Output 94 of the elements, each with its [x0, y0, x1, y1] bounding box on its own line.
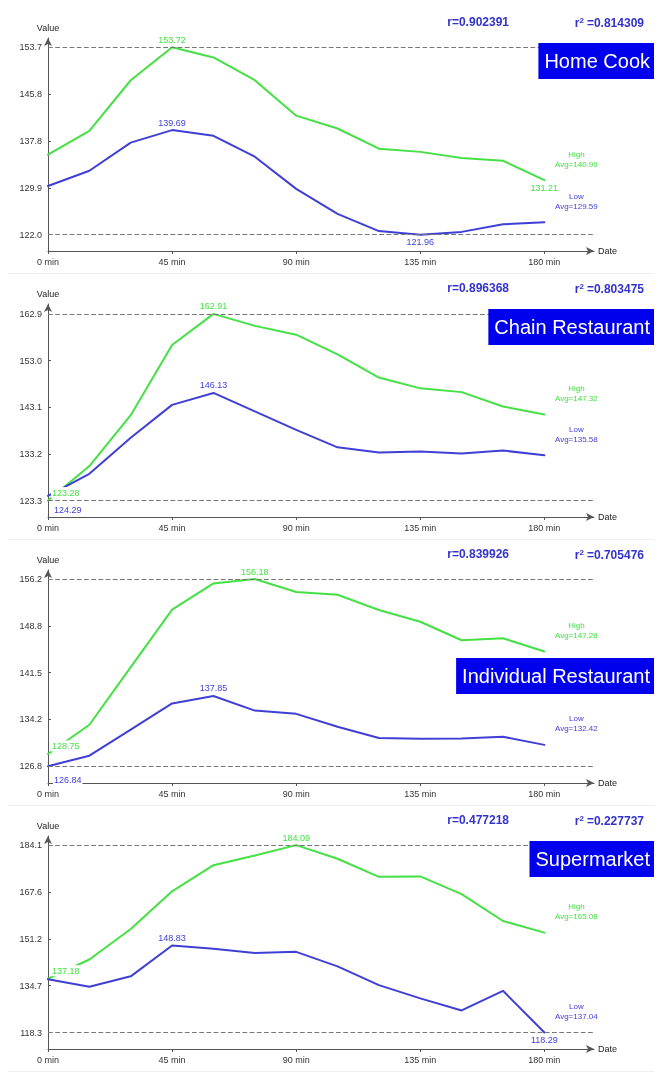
- x-axis-title: Date: [598, 512, 618, 522]
- data-label: 123.28: [52, 487, 80, 498]
- y-tick-label: 126.8: [19, 761, 42, 772]
- y-tick-label: 129.9: [19, 182, 42, 193]
- y-tick-label: 122.0: [19, 229, 42, 240]
- y-axis-title: Value: [36, 22, 60, 33]
- line-series: [47, 312, 546, 502]
- line-series: [47, 391, 546, 497]
- x-tick-label: 45 min: [158, 788, 186, 799]
- line-series: [47, 694, 546, 768]
- x-tick-label: 90 min: [282, 1054, 310, 1065]
- annotation: Avg=165.08: [554, 912, 599, 922]
- data-label: 126.84: [54, 775, 82, 786]
- text: Low: [569, 714, 584, 724]
- y-tick-label: 148.8: [19, 620, 42, 631]
- y-tick-label: 145.8: [19, 89, 42, 100]
- data-label: 128.75: [52, 740, 80, 751]
- text: r=0.896368: [447, 281, 510, 295]
- x-tick-label: 90 min: [282, 788, 310, 799]
- data-label: 124.29: [54, 504, 82, 515]
- text: High: [568, 902, 585, 912]
- y-tick-label: 143.1: [19, 402, 42, 413]
- y-tick-label: 184.1: [19, 840, 42, 851]
- y-tick-label: 118.3: [20, 1027, 42, 1038]
- data-label: 153.72: [158, 34, 186, 45]
- y-axis-title: Value: [36, 554, 60, 565]
- data-label: 118.29: [530, 1035, 558, 1046]
- x-tick-label: 45 min: [158, 1054, 186, 1065]
- y-axis-title: Value: [36, 820, 60, 831]
- x-axis-title: Date: [598, 1044, 618, 1054]
- x-tick-label: 45 min: [158, 522, 186, 533]
- y-tick-label: 153.0: [19, 355, 42, 366]
- data-label: 162.91: [199, 301, 228, 312]
- annotation: Avg=137.04: [554, 1012, 599, 1022]
- x-tick-label: 90 min: [282, 256, 310, 267]
- y-tick-label: 141.5: [19, 667, 42, 678]
- line-series: [47, 578, 546, 755]
- text: Low: [569, 1002, 584, 1012]
- annotation: Avg=135.58: [554, 434, 599, 444]
- x-tick-label: 0 min: [36, 256, 60, 267]
- x-tick-label: 180 min: [528, 522, 561, 533]
- line-series: [47, 46, 546, 182]
- text: Chain Restaurant: [494, 316, 651, 338]
- y-tick-label: 153.7: [19, 42, 42, 53]
- x-tick-label: 135 min: [404, 788, 437, 799]
- x-tick-label: 90 min: [282, 522, 310, 533]
- text: High: [568, 621, 585, 630]
- y-tick-label: 134.7: [19, 980, 42, 991]
- data-label: 156.18: [241, 566, 269, 577]
- text: Low: [569, 424, 584, 434]
- text: Supermarket: [535, 848, 651, 870]
- text: Home Cook: [544, 50, 651, 72]
- data-label: 137.85: [199, 683, 228, 694]
- y-tick-label: 151.2: [19, 933, 42, 944]
- x-tick-label: 135 min: [404, 1054, 437, 1065]
- y-axis-title: Value: [36, 288, 60, 299]
- x-tick-label: 180 min: [528, 788, 561, 799]
- annotation: Avg=147.28: [554, 631, 599, 640]
- x-tick-label: 180 min: [528, 1054, 561, 1065]
- y-tick-label: 137.8: [19, 136, 42, 147]
- data-label: 137.18: [52, 965, 80, 976]
- y-tick-label: 123.3: [19, 495, 42, 506]
- text: Individual Restaurant: [462, 665, 651, 687]
- annotation: Avg=129.59: [554, 201, 599, 211]
- data-label: 148.83: [158, 933, 186, 944]
- x-tick-label: 135 min: [404, 522, 437, 533]
- y-tick-label: 134.2: [19, 714, 42, 725]
- x-tick-label: 0 min: [36, 522, 60, 533]
- text: r=0.839926: [447, 547, 510, 561]
- x-tick-label: 180 min: [528, 256, 561, 267]
- text: r=0.477218: [447, 813, 510, 827]
- data-label: 131.21: [530, 182, 559, 193]
- data-label: 139.69: [158, 117, 186, 128]
- data-label: 184.09: [282, 832, 310, 843]
- x-axis-title: Date: [598, 246, 618, 256]
- text: Low: [569, 191, 584, 201]
- line-series: [47, 944, 546, 1034]
- x-tick-label: 135 min: [404, 256, 437, 267]
- annotation: Avg=147.32: [554, 393, 599, 403]
- x-tick-label: 0 min: [36, 1054, 60, 1065]
- text: High: [568, 383, 585, 393]
- text: r=0.902391: [447, 15, 510, 29]
- y-tick-label: 162.9: [19, 308, 42, 319]
- x-axis-title: Date: [598, 778, 618, 788]
- x-tick-label: 45 min: [158, 256, 186, 267]
- annotation: Avg=140.99: [554, 159, 599, 169]
- x-tick-label: 0 min: [36, 788, 60, 799]
- annotation: Avg=132.42: [554, 724, 599, 734]
- y-tick-label: 167.6: [19, 886, 42, 897]
- text: High: [568, 149, 585, 159]
- y-tick-label: 156.2: [19, 574, 42, 585]
- y-tick-label: 133.2: [19, 448, 42, 459]
- data-label: 146.13: [199, 380, 228, 391]
- data-label: 121.96: [406, 237, 435, 248]
